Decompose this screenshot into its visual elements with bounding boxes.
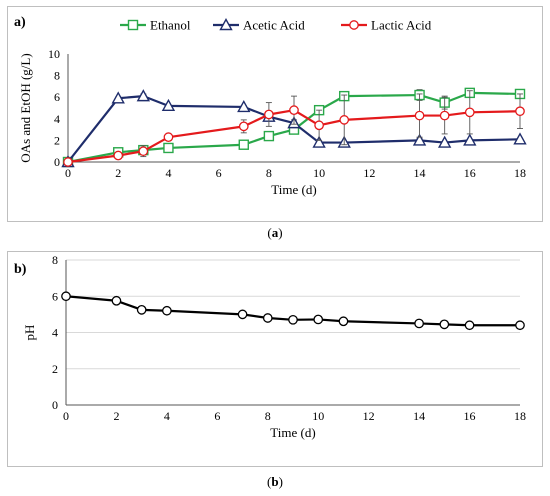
data-point <box>138 146 149 157</box>
legend-marker <box>349 20 359 30</box>
x-tick-label: 2 <box>115 166 121 180</box>
x-tick-label: 12 <box>363 166 375 180</box>
x-tick-label: 12 <box>363 409 375 423</box>
y-tick-label: 4 <box>54 112 60 126</box>
data-point <box>163 142 174 154</box>
y-tick-label: 6 <box>52 289 58 303</box>
x-tick-label: 6 <box>214 409 220 423</box>
legend-marker <box>127 19 139 31</box>
data-point <box>515 106 525 117</box>
x-axis-title: Time (d) <box>271 182 316 197</box>
data-point <box>312 135 326 148</box>
x-tick-label: 18 <box>514 409 526 423</box>
y-axis-title: OAs and EtOH (g/L) <box>18 53 33 162</box>
panel-label: b) <box>14 262 27 277</box>
caption-b: (b) <box>267 474 283 489</box>
x-tick-label: 4 <box>164 409 170 423</box>
data-point <box>61 291 71 302</box>
x-tick-label: 8 <box>265 409 271 423</box>
data-point <box>288 314 298 325</box>
x-tick-label: 4 <box>165 166 171 180</box>
x-tick-label: 16 <box>464 166 476 180</box>
data-point <box>238 121 249 132</box>
data-point <box>464 107 475 118</box>
data-point <box>111 91 125 104</box>
y-tick-label: 6 <box>54 90 60 104</box>
caption-a-letter: a <box>271 225 279 240</box>
x-tick-label: 0 <box>65 166 71 180</box>
data-point <box>463 133 477 146</box>
data-point <box>161 98 176 112</box>
data-point <box>412 133 427 146</box>
data-point <box>313 314 324 325</box>
data-point <box>289 105 299 116</box>
x-tick-label: 6 <box>216 166 222 180</box>
x-tick-label: 18 <box>514 166 526 180</box>
legend-label: Lactic Acid <box>371 18 432 33</box>
x-tick-label: 10 <box>312 409 324 423</box>
y-tick-label: 10 <box>48 47 60 61</box>
x-tick-label: 14 <box>413 409 425 423</box>
data-point <box>237 309 248 320</box>
data-point <box>113 150 124 161</box>
data-point <box>439 319 450 330</box>
data-point <box>314 120 324 131</box>
x-axis-title: Time (d) <box>270 425 315 440</box>
y-tick-label: 8 <box>54 69 60 83</box>
data-point <box>263 130 275 142</box>
x-tick-label: 8 <box>266 166 272 180</box>
data-point <box>513 132 527 145</box>
x-tick-label: 0 <box>63 409 69 423</box>
y-tick-label: 8 <box>52 253 58 267</box>
data-point <box>237 99 251 113</box>
caption-b-letter: b <box>271 474 279 489</box>
legend-label: Acetic Acid <box>243 18 305 33</box>
x-tick-label: 16 <box>464 409 476 423</box>
data-point <box>136 89 151 102</box>
x-tick-label: 14 <box>414 166 426 180</box>
data-point <box>163 132 174 143</box>
data-point <box>339 115 350 125</box>
data-point <box>515 320 525 331</box>
legend-marker <box>219 18 233 31</box>
data-point <box>414 318 424 329</box>
y-tick-label: 4 <box>52 326 58 340</box>
data-point <box>162 305 172 316</box>
data-point <box>136 304 147 315</box>
data-point <box>262 313 273 323</box>
data-point <box>63 157 73 167</box>
data-point <box>464 320 475 331</box>
x-tick-label: 10 <box>313 166 325 180</box>
data-point <box>338 316 349 327</box>
chart-b-svg: b) 0 2 4 6 8 10 12 14 16 18 0 2 4 6 8 Time (d) pH <box>14 253 526 440</box>
chart-panel-a: a) 0 2 4 6 8 10 12 14 16 18 0 2 4 6 8 10 Time (d) OAs and … <box>7 6 543 222</box>
data-point <box>414 110 425 121</box>
legend-label: Ethanol <box>150 18 191 33</box>
chart-a-svg: a) 0 2 4 6 8 10 12 14 16 18 0 2 4 6 8 10 Time (d) OAs and … <box>14 15 527 197</box>
caption-a: (a) <box>267 225 283 240</box>
y-tick-label: 0 <box>54 155 60 169</box>
y-tick-label: 2 <box>52 362 58 376</box>
data-point <box>439 110 450 121</box>
chart-panel-b: b) 0 2 4 6 8 10 12 14 16 18 0 2 4 6 8 Time (d) pH <box>7 251 543 467</box>
data-point <box>437 135 452 148</box>
data-point <box>264 109 274 120</box>
x-tick-label: 2 <box>113 409 119 423</box>
y-axis-title: pH <box>22 325 37 341</box>
panel-label: a) <box>14 15 26 30</box>
data-point <box>111 295 122 306</box>
y-tick-label: 2 <box>54 133 60 147</box>
y-tick-label: 0 <box>52 398 58 412</box>
data-point <box>238 139 249 150</box>
